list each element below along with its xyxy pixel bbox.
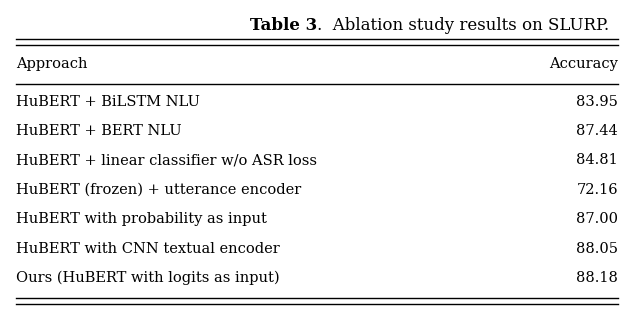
Text: Approach: Approach bbox=[16, 57, 87, 71]
Text: Ours (HuBERT with logits as input): Ours (HuBERT with logits as input) bbox=[16, 271, 280, 286]
Text: HuBERT + BERT NLU: HuBERT + BERT NLU bbox=[16, 124, 181, 138]
Text: HuBERT with probability as input: HuBERT with probability as input bbox=[16, 212, 267, 226]
Text: HuBERT with CNN textual encoder: HuBERT with CNN textual encoder bbox=[16, 242, 280, 256]
Text: Table 3: Table 3 bbox=[250, 17, 317, 34]
Text: 83.95: 83.95 bbox=[576, 95, 618, 108]
Text: HuBERT + linear classifier w/o ASR loss: HuBERT + linear classifier w/o ASR loss bbox=[16, 153, 317, 167]
Text: 84.81: 84.81 bbox=[576, 153, 618, 167]
Text: .  Ablation study results on SLURP.: . Ablation study results on SLURP. bbox=[317, 17, 609, 34]
Text: HuBERT + BiLSTM NLU: HuBERT + BiLSTM NLU bbox=[16, 95, 200, 108]
Text: 72.16: 72.16 bbox=[576, 183, 618, 197]
Text: 88.05: 88.05 bbox=[576, 242, 618, 256]
Text: HuBERT (frozen) + utterance encoder: HuBERT (frozen) + utterance encoder bbox=[16, 183, 301, 197]
Text: 87.00: 87.00 bbox=[576, 212, 618, 226]
Text: 87.44: 87.44 bbox=[576, 124, 618, 138]
Text: 88.18: 88.18 bbox=[576, 271, 618, 285]
Text: Accuracy: Accuracy bbox=[549, 57, 618, 71]
